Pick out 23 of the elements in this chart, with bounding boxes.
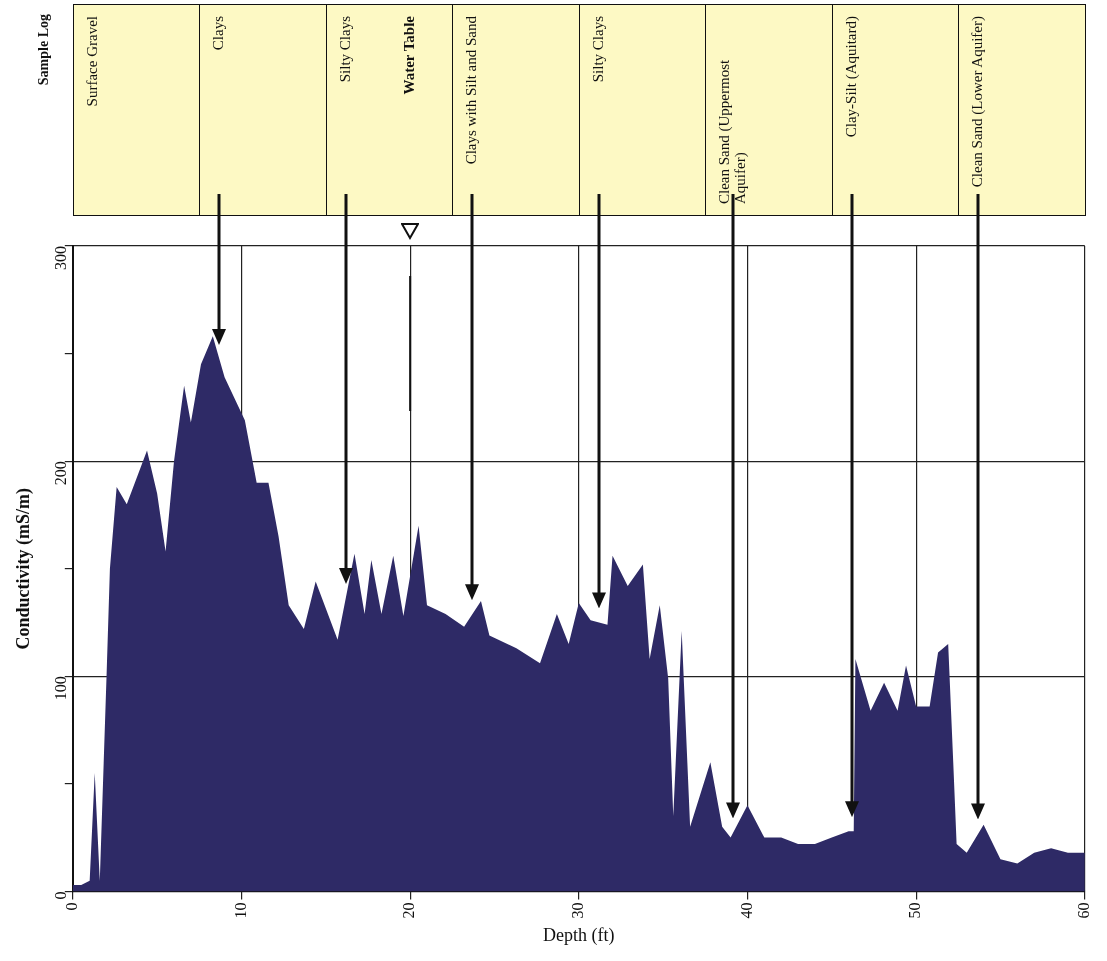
- x-tick-label: 50: [906, 902, 924, 919]
- y-tick-label: 200: [52, 461, 69, 486]
- text: Clean Sand (Lower Aquifer): [969, 16, 987, 188]
- text: Surface Gravel: [83, 16, 101, 107]
- x-tick-label: 20: [400, 902, 418, 919]
- text: Clays with Silt and Sand: [463, 16, 481, 165]
- x-tick-label: 60: [1075, 902, 1092, 919]
- text: Clays: [210, 16, 228, 51]
- y-tick-label: 100: [52, 676, 69, 701]
- y-tick-label: 0: [52, 891, 69, 900]
- x-tick-label: 30: [569, 902, 586, 919]
- x-axis-title: Depth (ft): [543, 924, 615, 946]
- x-tick-label: 40: [737, 902, 755, 919]
- y-axis-title: Conductivity (mS/m): [13, 487, 35, 650]
- text: Silty Clays: [589, 16, 607, 83]
- ref-line-label: Water Table: [401, 16, 418, 95]
- x-tick-label: 10: [231, 902, 249, 919]
- text: Sample Log: [35, 14, 52, 86]
- text: Clean Sand (Uppermost Aquifer): [716, 58, 749, 204]
- y-tick-label: 300: [52, 246, 69, 270]
- text: Silty Clays: [336, 16, 354, 83]
- text: Clay-Silt (Aquitard): [842, 16, 860, 138]
- x-tick-label: 0: [63, 902, 80, 911]
